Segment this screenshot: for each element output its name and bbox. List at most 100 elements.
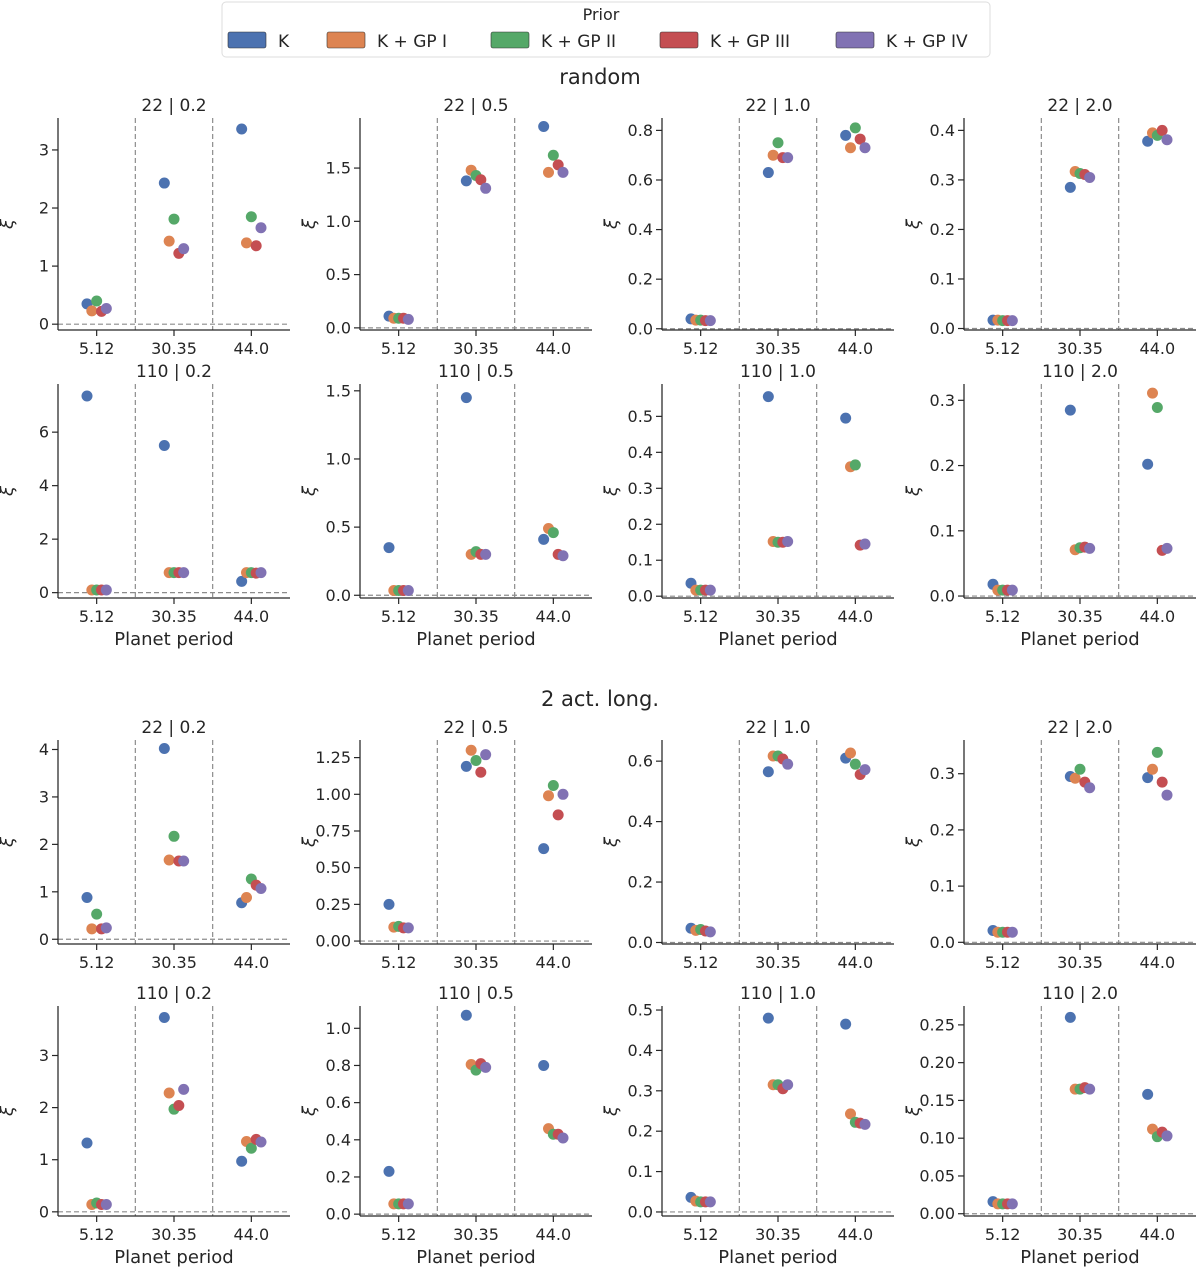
x-axis-label: Planet period: [416, 629, 536, 650]
y-tick-label: 0.1: [930, 877, 955, 896]
data-point-k-gp-i: [1147, 387, 1158, 399]
data-point-k-gp-iv: [1161, 134, 1173, 146]
data-point-k: [1142, 1088, 1154, 1100]
data-point-k: [1142, 772, 1154, 784]
x-tick-label: 30.35: [755, 953, 801, 972]
y-tick-label: 6: [39, 423, 49, 442]
data-point-k-gp-iv: [704, 315, 716, 327]
x-tick-label: 44.0: [536, 607, 572, 626]
data-point-k: [538, 121, 550, 133]
x-tick-label: 44.0: [234, 953, 270, 972]
x-tick-label: 30.35: [1057, 607, 1103, 626]
y-tick-label: 0.2: [930, 820, 955, 839]
x-tick-label: 44.0: [234, 607, 270, 626]
panel-random-110-0-5: 0.0 0.5 1.0 1.5 5.12 30.35 44.0 110 | 0.5 ξ Plane…: [299, 362, 592, 650]
x-tick-label: 5.12: [79, 607, 115, 626]
data-point-k: [158, 440, 170, 452]
data-point-k: [840, 129, 852, 141]
data-point-k-gp-ii: [245, 211, 257, 223]
x-tick-label: 44.0: [536, 339, 572, 358]
y-tick-label: 0.2: [628, 1122, 653, 1141]
y-tick-label: 0.1: [628, 551, 653, 570]
legend-swatch-k: [227, 31, 267, 49]
y-tick-label: 1.0: [326, 449, 351, 468]
data-point-k-gp-i: [543, 790, 554, 802]
data-point-k-gp-iv: [100, 303, 112, 315]
data-point-k-gp-iv: [859, 142, 871, 154]
y-tick-label: 0.10: [919, 1129, 955, 1148]
data-point-k-gp-iv: [178, 855, 190, 867]
panel-random-110-1-0: 0.0 0.1 0.2 0.3 0.4 0.5 5.12 30.35 44.0 110 | 1.0…: [601, 362, 894, 650]
data-point-k-gp-iv: [255, 222, 267, 234]
data-point-k-gp-i: [163, 1087, 175, 1099]
data-point-k: [840, 1018, 852, 1030]
data-point-k-gp-iii: [1156, 124, 1168, 136]
data-point-k-gp-iv: [557, 788, 569, 800]
data-point-k-gp-iv: [1006, 926, 1018, 938]
panel-title: 110 | 1.0: [740, 984, 816, 1004]
panel-title: 110 | 2.0: [1042, 362, 1118, 382]
panel-title: 110 | 0.2: [136, 362, 212, 382]
section-title-2-act-long: 2 act. long.: [541, 687, 659, 711]
y-axis-label: ξ: [903, 836, 924, 848]
data-point-k: [383, 542, 395, 554]
y-tick-label: 0.0: [628, 587, 653, 606]
y-tick-label: 0.0: [628, 1202, 653, 1221]
data-point-k-gp-iv: [859, 1118, 871, 1130]
data-point-k: [762, 391, 774, 403]
data-point-k-gp-i: [845, 142, 856, 154]
data-point-k: [460, 175, 472, 187]
data-point-k-gp-iv: [1084, 542, 1096, 554]
data-point-k-gp-iv: [557, 166, 569, 178]
data-point-k-gp-ii: [849, 459, 861, 471]
data-point-k-gp-iv: [402, 585, 414, 597]
y-tick-label: 0.20: [919, 1053, 955, 1072]
panel-title: 110 | 0.5: [438, 984, 514, 1004]
y-tick-label: 0.3: [930, 764, 955, 783]
panel-title: 22 | 0.5: [443, 718, 508, 738]
x-axis-label: Planet period: [1020, 629, 1140, 650]
y-tick-label: 2: [39, 1098, 49, 1117]
panel-title: 110 | 2.0: [1042, 984, 1118, 1004]
y-tick-label: 0.0: [930, 319, 955, 338]
data-point-k: [1142, 458, 1154, 470]
data-point-k: [538, 533, 550, 545]
y-tick-label: 0.4: [628, 1041, 653, 1060]
panel-random-22-2-0: 0.0 0.1 0.2 0.3 0.4 5.12 30.35 44.0 22 | 2.0 ξ: [903, 96, 1196, 358]
legend-title: Prior: [583, 5, 620, 24]
data-point-k: [460, 392, 472, 404]
y-tick-label: 0.1: [930, 521, 955, 540]
y-tick-label: 3: [39, 787, 49, 806]
legend-swatch-gp2: [490, 31, 530, 49]
y-tick-label: 0.3: [930, 170, 955, 189]
x-axis-label: Planet period: [718, 629, 838, 650]
data-point-k-gp-iv: [402, 1198, 414, 1210]
y-tick-label: 1.0: [326, 1019, 351, 1038]
data-point-k-gp-ii: [470, 755, 482, 767]
y-tick-label: 0.4: [628, 220, 653, 239]
data-point-k-gp-ii: [1151, 746, 1163, 758]
y-tick-label: 0.3: [930, 391, 955, 410]
legend-label-gp3: K + GP III: [710, 32, 790, 52]
x-tick-label: 5.12: [79, 339, 115, 358]
data-point-k-gp-ii: [849, 122, 861, 134]
data-point-k-gp-ii: [849, 758, 861, 770]
y-tick-label: 0.2: [930, 220, 955, 239]
y-tick-label: 0.75: [315, 821, 351, 840]
x-axis-label: Planet period: [416, 1247, 536, 1268]
legend-entry-gp3: K + GP III: [659, 31, 790, 52]
y-tick-label: 0: [39, 1202, 49, 1221]
y-tick-label: 0.0: [326, 586, 351, 605]
panel-two-act-long-110-0-5: 0.0 0.2 0.4 0.6 0.8 1.0 5.12 30.35 44.0 110 | 0.5…: [299, 984, 592, 1268]
y-tick-label: 1: [39, 1150, 49, 1169]
x-tick-label: 30.35: [755, 1225, 801, 1244]
data-point-k-gp-ii: [91, 295, 103, 307]
data-point-k-gp-iv: [704, 926, 716, 938]
panel-title: 22 | 2.0: [1047, 718, 1112, 738]
data-point-k-gp-ii: [772, 137, 784, 149]
data-point-k-gp-iv: [782, 1079, 794, 1091]
x-tick-label: 30.35: [151, 607, 197, 626]
y-tick-label: 0.2: [628, 270, 653, 289]
x-tick-label: 30.35: [1057, 339, 1103, 358]
